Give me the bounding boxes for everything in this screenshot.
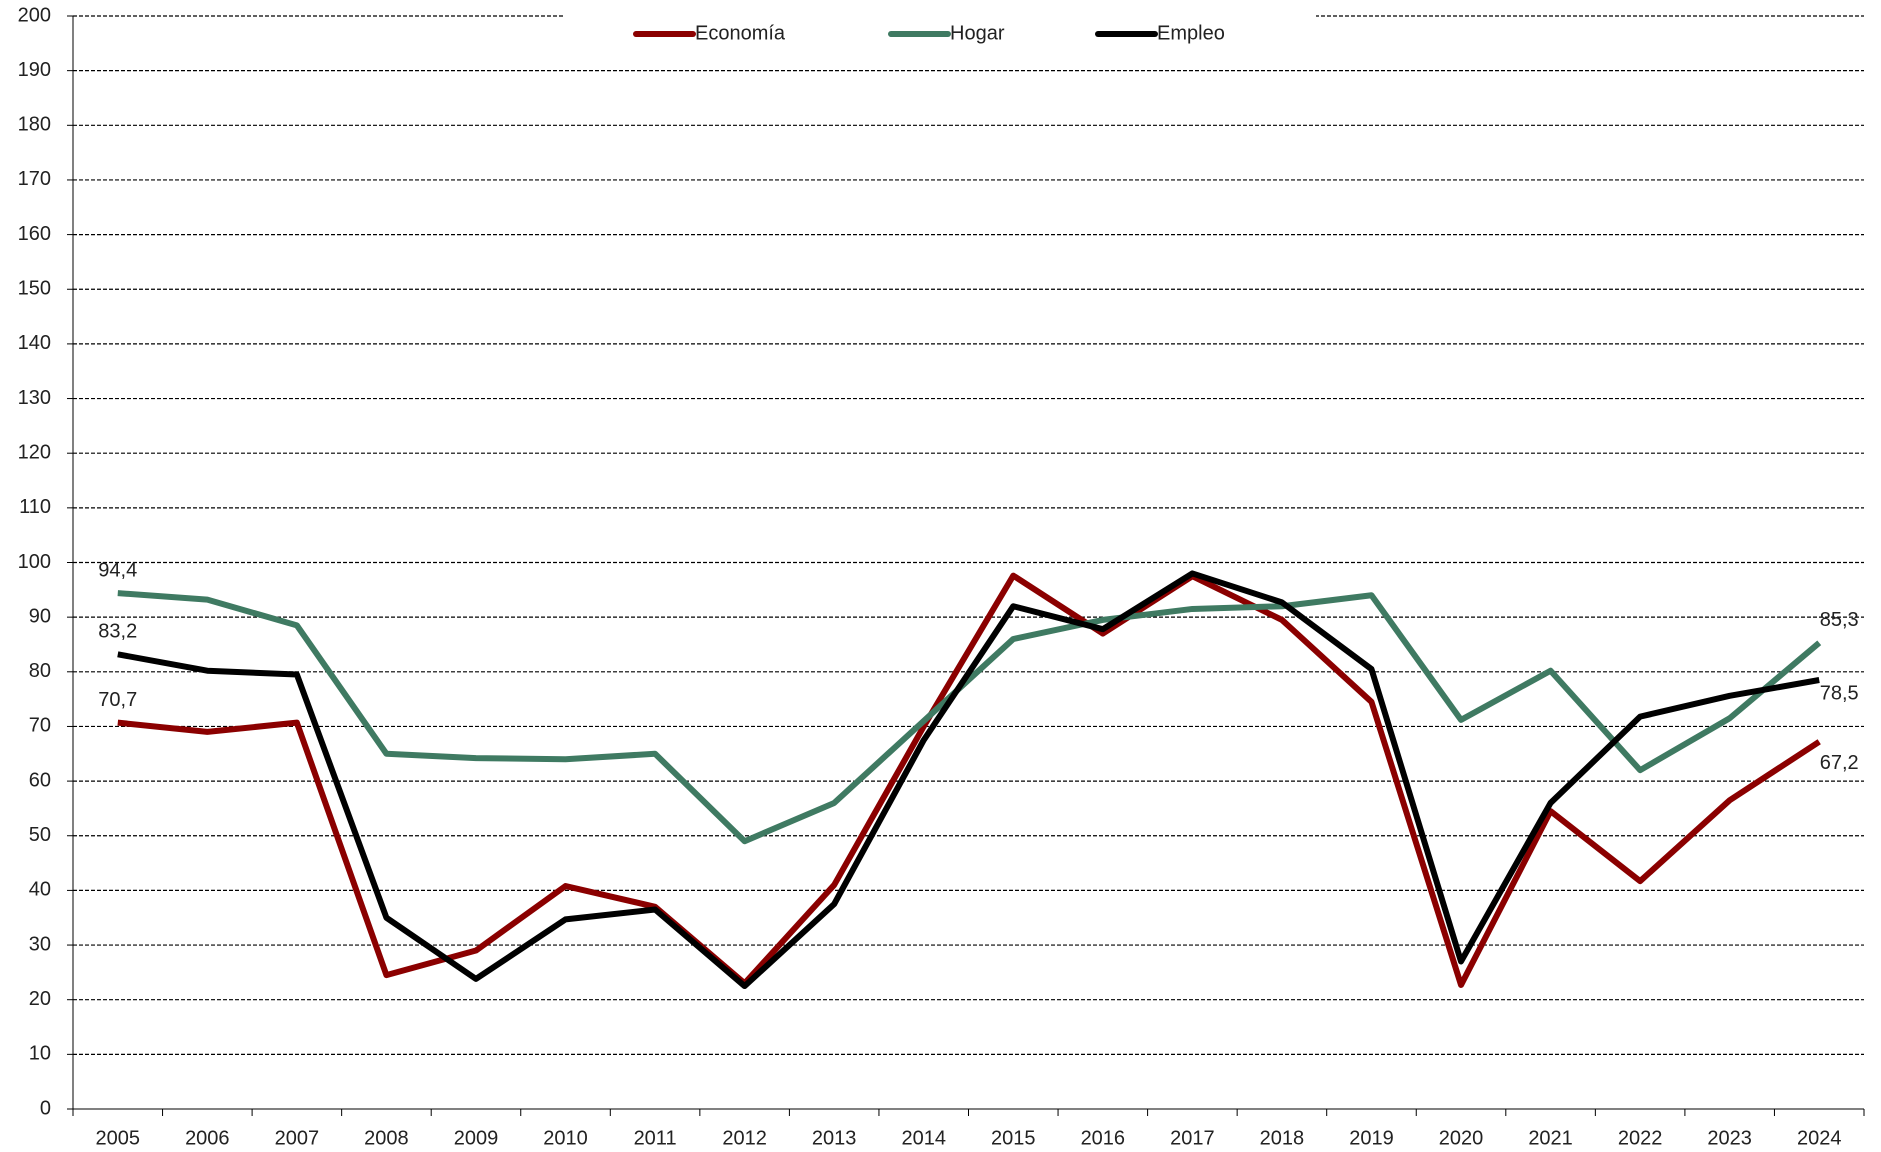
data-label: 85,3: [1820, 609, 1859, 631]
y-tick-label: 30: [29, 933, 51, 955]
y-tick-label: 190: [18, 59, 51, 81]
y-tick-label: 130: [18, 387, 51, 409]
y-tick-label: 180: [18, 114, 51, 136]
y-tick-label: 140: [18, 332, 51, 354]
y-tick-label: 200: [18, 4, 51, 26]
series-line: [117, 590, 1822, 845]
y-tick-label: 40: [29, 879, 51, 901]
y-tick-label: 20: [29, 988, 51, 1010]
y-tick-label: 160: [18, 223, 51, 245]
x-tick-label: 2006: [185, 1127, 230, 1149]
y-tick-label: 150: [18, 278, 51, 300]
data-label: 94,4: [98, 559, 137, 581]
y-tick-label: 170: [18, 168, 51, 190]
x-tick-label: 2021: [1528, 1127, 1573, 1149]
data-label: 70,7: [98, 689, 137, 711]
legend-label: Hogar: [950, 22, 1005, 44]
data-label: 83,2: [98, 621, 137, 643]
y-tick-label: 110: [19, 496, 51, 518]
y-tick-label: 120: [18, 441, 51, 463]
y-tick-label: 90: [29, 605, 51, 627]
data-label: 67,2: [1820, 752, 1859, 774]
x-tick-label: 2023: [1707, 1127, 1752, 1149]
x-tick-label: 2020: [1439, 1127, 1484, 1149]
legend-label: Empleo: [1157, 22, 1225, 44]
x-tick-label: 2008: [364, 1127, 409, 1149]
x-tick-label: 2019: [1349, 1127, 1394, 1149]
y-tick-label: 100: [18, 551, 51, 573]
y-tick-label: 70: [29, 715, 51, 737]
y-tick-label: 10: [29, 1043, 51, 1065]
x-tick-label: 2009: [454, 1127, 499, 1149]
x-tick-label: 2018: [1260, 1127, 1305, 1149]
x-tick-label: 2016: [1081, 1127, 1126, 1149]
y-tick-label: 0: [40, 1097, 51, 1119]
x-tick-label: 2005: [96, 1127, 141, 1149]
x-tick-label: 2007: [275, 1127, 320, 1149]
x-tick-label: 2015: [991, 1127, 1036, 1149]
x-tick-label: 2011: [634, 1127, 677, 1149]
x-tick-label: 2012: [722, 1127, 767, 1149]
series-line: [117, 572, 1821, 988]
legend-box: [564, 0, 1316, 36]
x-tick-label: 2017: [1170, 1127, 1215, 1149]
y-tick-label: 50: [29, 824, 51, 846]
x-tick-label: 2014: [901, 1127, 946, 1149]
legend-label: Economía: [695, 22, 786, 44]
x-tick-label: 2010: [543, 1127, 588, 1149]
x-tick-label: 2013: [812, 1127, 857, 1149]
x-tick-label: 2024: [1797, 1127, 1842, 1149]
data-label: 78,5: [1820, 682, 1859, 704]
y-tick-label: 80: [29, 660, 51, 682]
series-line: [117, 570, 1820, 990]
y-tick-label: 60: [29, 769, 51, 791]
x-tick-label: 2022: [1618, 1127, 1663, 1149]
